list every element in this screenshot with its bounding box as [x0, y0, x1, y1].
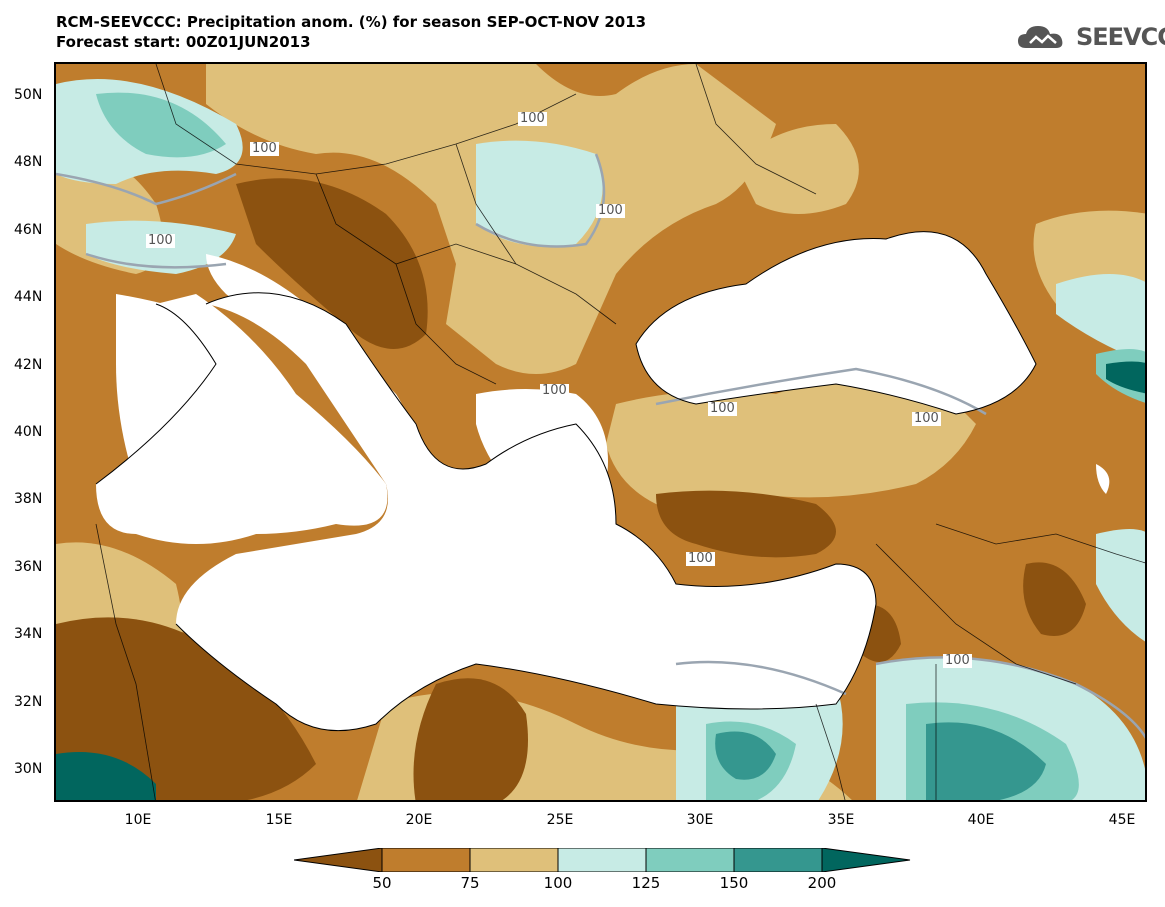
colorbar-segment	[469, 848, 559, 872]
mediterranean-sea	[176, 292, 876, 731]
coastlines	[95, 231, 1037, 732]
contour-label: 100	[596, 203, 625, 218]
anomaly-zone-brown	[56, 617, 316, 800]
contour-label: 100	[540, 383, 569, 398]
anomaly-zone-darkteal	[715, 731, 776, 780]
lat-label: 50N	[14, 87, 43, 103]
lon-label: 35E	[827, 812, 855, 828]
contour-label: 100	[146, 233, 175, 248]
title-block: RCM-SEEVCCC: Precipitation anom. (%) for…	[56, 12, 646, 52]
lat-label: 32N	[14, 694, 43, 710]
anomaly-zone-brown	[236, 178, 428, 349]
lat-label: 44N	[14, 289, 43, 305]
colorbar	[294, 848, 911, 872]
colorbar-segment	[557, 848, 647, 872]
anomaly-zone-brown	[1023, 562, 1086, 636]
lon-label: 45E	[1108, 812, 1136, 828]
colorbar-label: 50	[372, 874, 392, 892]
colorbar-segment	[294, 848, 383, 872]
lat-label: 42N	[14, 357, 43, 373]
colorbar-segment	[821, 848, 911, 872]
colorbar-label: 125	[631, 874, 661, 892]
anomaly-zone-lightteal	[476, 140, 603, 247]
aegean-sea	[476, 389, 610, 544]
lon-label: 20E	[405, 812, 433, 828]
cloud-icon	[1018, 26, 1063, 48]
colorbar-segment	[733, 848, 823, 872]
colorbar-label: 100	[543, 874, 573, 892]
contour-label: 100	[943, 653, 972, 668]
map-frame: 100 100 100 100 100 100 100 100 100	[54, 62, 1147, 802]
colorbar-label: 75	[460, 874, 480, 892]
lat-label: 48N	[14, 154, 43, 170]
lat-label: 38N	[14, 491, 43, 507]
anomaly-zone-darkteal	[926, 722, 1046, 800]
anomaly-zone-lightteal	[1056, 274, 1145, 363]
contour-label: 100	[518, 111, 547, 126]
lon-label: 40E	[967, 812, 995, 828]
contour-label: 100	[686, 551, 715, 566]
lat-label: 34N	[14, 626, 43, 642]
anomaly-zone-lightteal	[1096, 529, 1145, 642]
anomaly-zone-tan	[736, 124, 859, 214]
anomaly-zone-tan	[606, 376, 976, 512]
caspian-sea	[1096, 464, 1110, 494]
contour-label: 100	[912, 411, 941, 426]
contour-lines	[56, 153, 1145, 739]
contour-label: 100	[708, 401, 737, 416]
precipitation-map	[56, 64, 1145, 800]
anomaly-zone-brown	[656, 490, 836, 558]
logo-text: SEEVCCC	[1076, 23, 1165, 51]
colorbar-segment	[381, 848, 471, 872]
colorbar-label: 200	[807, 874, 837, 892]
adriatic-sea	[206, 254, 406, 434]
lon-label: 10E	[124, 812, 152, 828]
anomaly-zone-teal	[96, 92, 226, 158]
contour-label: 100	[250, 141, 279, 156]
anomaly-zone-darkteal	[1106, 361, 1145, 394]
lon-label: 30E	[686, 812, 714, 828]
forecast-start: Forecast start: 00Z01JUN2013	[56, 33, 311, 51]
lat-label: 36N	[14, 559, 43, 575]
lon-label: 15E	[265, 812, 293, 828]
seevccc-logo: SEEVCCC	[1016, 22, 1165, 52]
colorbar-label: 150	[719, 874, 749, 892]
anomaly-zone-darkteal	[56, 752, 156, 800]
lat-label: 46N	[14, 222, 43, 238]
lon-label: 25E	[546, 812, 574, 828]
lat-label: 30N	[14, 761, 43, 777]
country-borders	[95, 64, 1145, 800]
tyrrhenian-sea	[116, 294, 296, 504]
lat-label: 40N	[14, 424, 43, 440]
colorbar-segment	[645, 848, 735, 872]
map-title: RCM-SEEVCCC: Precipitation anom. (%) for…	[56, 13, 647, 31]
black-sea	[636, 231, 1036, 414]
anomaly-zone-brown	[413, 678, 528, 800]
